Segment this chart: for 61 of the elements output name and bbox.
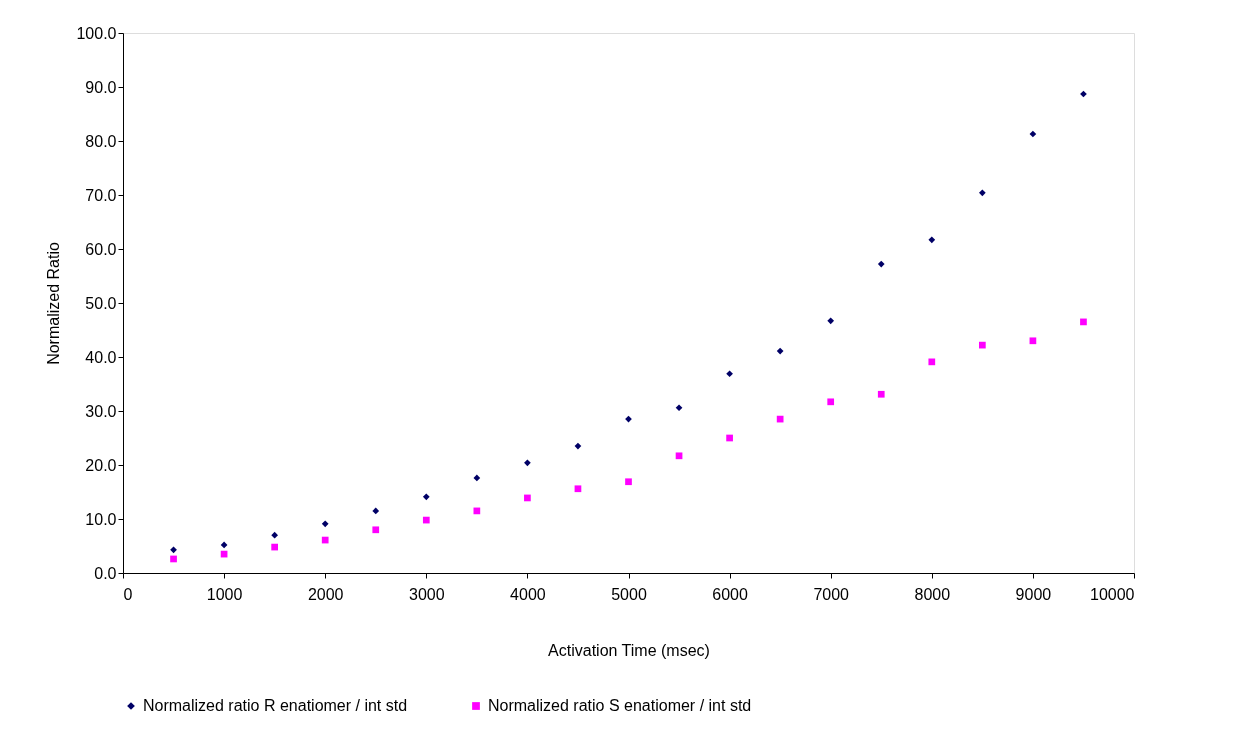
point <box>675 404 683 412</box>
x-tick-label: 10000 <box>1090 585 1135 603</box>
x-tick-label: 7000 <box>813 585 850 603</box>
point <box>524 459 531 467</box>
point <box>473 507 481 515</box>
point <box>1080 318 1087 326</box>
y-tick-label: 20.0 <box>85 456 117 474</box>
point <box>574 442 582 450</box>
point <box>372 507 380 515</box>
x-tick-label: 5000 <box>611 585 647 603</box>
point <box>574 485 582 493</box>
point <box>473 474 481 482</box>
y-tick-label: 50.0 <box>85 294 117 312</box>
point <box>979 189 986 197</box>
point <box>726 370 733 378</box>
point <box>422 493 430 501</box>
point <box>372 526 380 534</box>
y-tick-label: 100.0 <box>76 24 117 42</box>
point <box>170 546 177 554</box>
point <box>524 494 531 502</box>
point <box>321 536 329 544</box>
point <box>877 260 885 268</box>
x-tick-label: 6000 <box>712 585 748 603</box>
x-tick-label: 8000 <box>914 585 951 603</box>
y-tick-label: 30.0 <box>85 402 117 420</box>
point <box>271 543 278 551</box>
point <box>321 520 329 528</box>
y-tick-label: 10.0 <box>85 510 117 528</box>
x-tick-label: 0 <box>123 585 133 603</box>
y-tick-label: 0.0 <box>94 564 117 582</box>
x-tick-label: 4000 <box>510 585 546 603</box>
point <box>827 398 835 406</box>
x-tick-label: 2000 <box>307 585 344 603</box>
point <box>675 452 683 460</box>
y-tick-label: 70.0 <box>85 186 117 204</box>
legend-label: Normalized ratio R enatiomer / int std <box>143 697 408 714</box>
point <box>422 516 430 524</box>
x-tick-label: 3000 <box>409 585 445 603</box>
point <box>928 358 936 366</box>
point <box>726 434 733 442</box>
point <box>979 341 986 349</box>
point <box>625 478 632 486</box>
y-tick-label: 80.0 <box>85 132 117 150</box>
y-tick-label: 60.0 <box>85 240 117 258</box>
point <box>776 415 784 423</box>
point <box>877 390 885 398</box>
y-tick-label: 40.0 <box>85 348 117 366</box>
point <box>271 531 278 539</box>
y-tick-label: 90.0 <box>85 78 117 96</box>
point <box>1029 337 1037 345</box>
point <box>170 555 177 563</box>
point <box>1029 130 1037 138</box>
legend-label: Normalized ratio S enatiomer / int std <box>488 697 752 714</box>
point <box>220 541 228 549</box>
point <box>827 317 835 325</box>
point <box>928 236 936 244</box>
y-axis-title: Normalized Ratio <box>45 242 63 365</box>
x-axis-title: Activation Time (msec) <box>548 641 710 659</box>
x-tick-label: 1000 <box>206 585 243 603</box>
x-tick-label: 9000 <box>1015 585 1052 603</box>
point <box>776 347 784 355</box>
